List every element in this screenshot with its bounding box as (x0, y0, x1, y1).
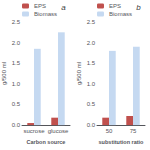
svg-text:2.5: 2.5 (12, 19, 21, 25)
svg-text:0.5: 0.5 (87, 101, 96, 107)
svg-text:1.0: 1.0 (12, 81, 21, 87)
svg-text:2.5: 2.5 (87, 19, 96, 25)
svg-text:substitution ratio: substitution ratio (99, 139, 145, 145)
svg-text:glucose: glucose (48, 128, 69, 134)
svg-text:sucrose: sucrose (23, 128, 45, 134)
svg-text:75: 75 (130, 128, 137, 134)
svg-text:1.5: 1.5 (87, 60, 96, 66)
svg-text:EPS: EPS (34, 3, 46, 9)
svg-text:1.0: 1.0 (87, 81, 96, 87)
svg-text:2.0: 2.0 (12, 40, 21, 46)
svg-text:0.0: 0.0 (87, 122, 96, 128)
svg-text:g/500 ml: g/500 ml (1, 62, 7, 85)
svg-text:b: b (136, 3, 141, 12)
svg-text:2.0: 2.0 (87, 40, 96, 46)
svg-text:0.0: 0.0 (12, 122, 21, 128)
svg-text:Biomass: Biomass (34, 11, 57, 17)
svg-text:50: 50 (106, 128, 113, 134)
svg-text:EPS: EPS (109, 3, 121, 9)
svg-text:Biomass: Biomass (109, 11, 132, 17)
svg-text:1.5: 1.5 (12, 60, 21, 66)
svg-text:Carbon source: Carbon source (27, 139, 66, 145)
svg-text:g/500 ml: g/500 ml (76, 62, 82, 85)
svg-text:a: a (61, 3, 66, 12)
svg-text:0.5: 0.5 (12, 101, 21, 107)
